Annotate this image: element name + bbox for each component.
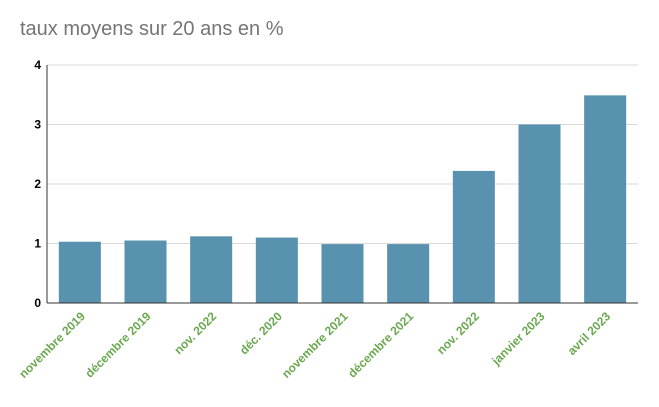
y-tick-label: 4 <box>34 58 41 72</box>
x-tick-label: novembre 2021 <box>279 309 351 381</box>
x-tick-label: déc. 2020 <box>237 309 285 357</box>
y-tick-label: 0 <box>34 296 41 310</box>
x-tick-label: nov. 2022 <box>171 309 219 357</box>
bar <box>190 236 233 303</box>
y-tick-label: 2 <box>34 177 41 191</box>
bar <box>452 170 495 303</box>
bar <box>255 237 298 303</box>
chart-title: taux moyens sur 20 ans en % <box>20 18 284 40</box>
x-tick-label: décembre 2021 <box>345 309 416 380</box>
bar <box>58 241 101 303</box>
bar <box>124 240 167 303</box>
x-tick-label: décembre 2019 <box>82 309 153 380</box>
x-tick-label: nov. 2022 <box>434 309 482 357</box>
bar <box>387 244 430 303</box>
y-tick-label: 1 <box>34 237 41 251</box>
y-tick-label: 3 <box>34 118 41 132</box>
x-tick-label: avril 2023 <box>565 309 614 358</box>
bar <box>321 244 364 303</box>
x-tick-label: janvier 2023 <box>488 309 547 368</box>
bar <box>518 124 561 303</box>
x-tick-label: novembre 2019 <box>16 309 88 381</box>
bar <box>584 95 627 303</box>
